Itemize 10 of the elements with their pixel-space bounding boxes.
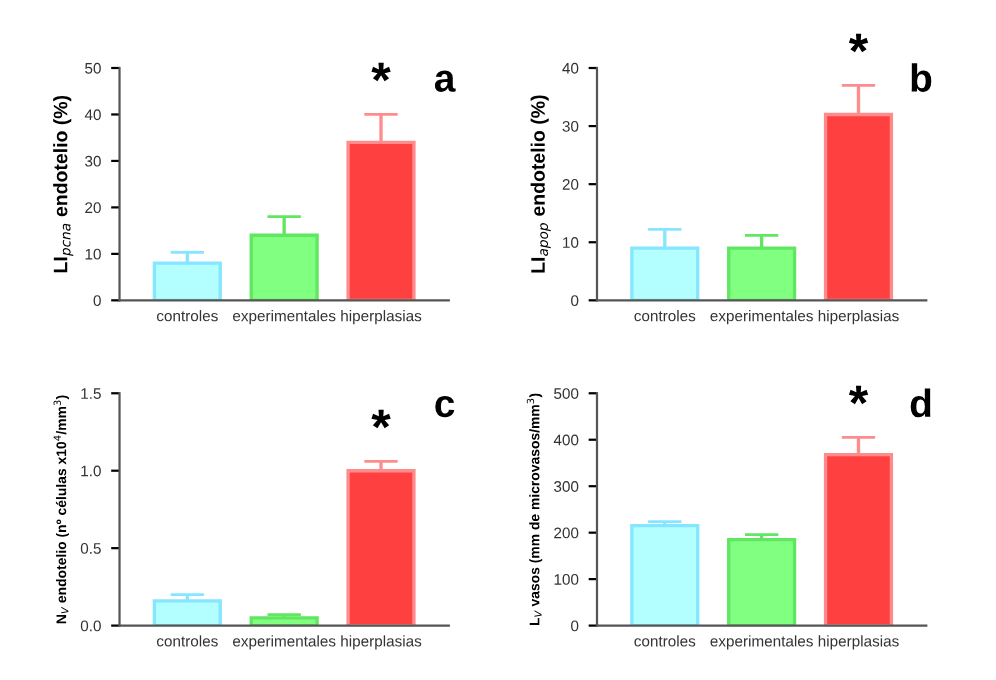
text: * xyxy=(848,33,869,53)
y-axis-title: LI$_{apop}$ endotelio (%) xyxy=(530,95,551,273)
annotation: a xyxy=(434,70,456,92)
annotation: b xyxy=(911,63,932,92)
y-axis-title: LI$_{pcna}$ endotelio (%) xyxy=(53,95,74,273)
annotation: c xyxy=(435,395,455,418)
annotation: * xyxy=(371,62,391,82)
annotation: * xyxy=(371,409,391,429)
annotation: d xyxy=(910,388,931,418)
annotation: * xyxy=(848,385,869,405)
